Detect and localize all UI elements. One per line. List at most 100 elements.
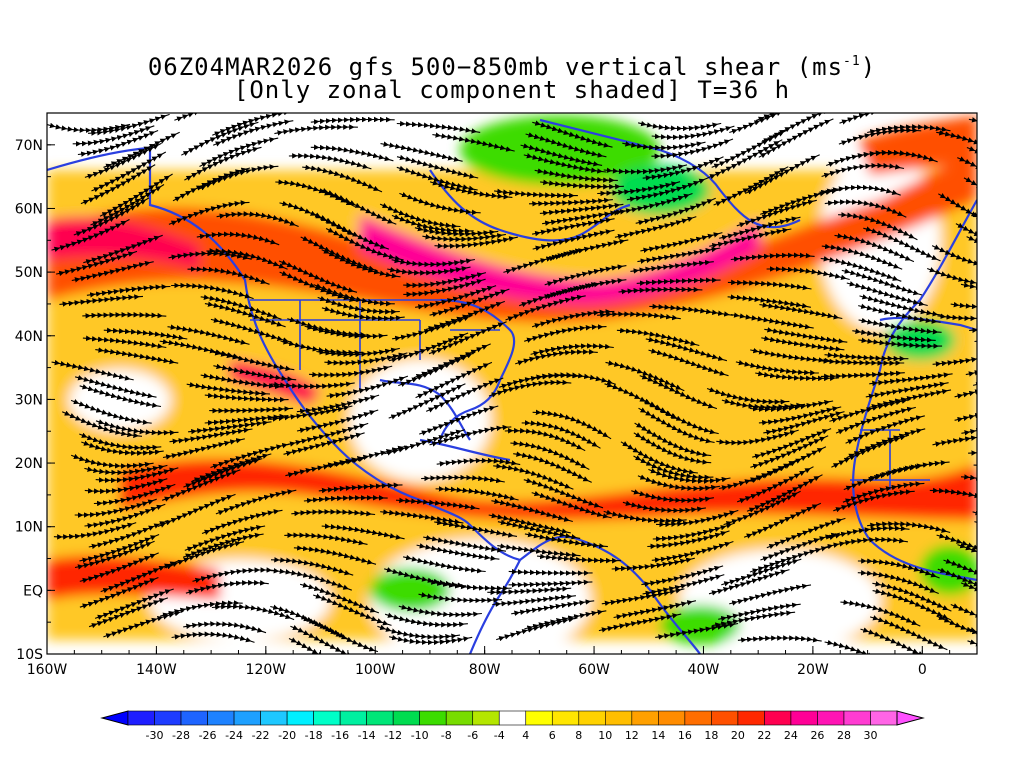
- streamline: [168, 250, 252, 260]
- streamline: [172, 167, 251, 202]
- colorbar-label: -30: [146, 729, 164, 742]
- colorbar-swatch: [313, 710, 341, 726]
- colorbar-over-arrow: [896, 710, 925, 726]
- streamline: [960, 282, 977, 292]
- lon-tick-label: 140W: [136, 662, 177, 678]
- lon-tick-label: 20W: [797, 662, 829, 678]
- colorbar-swatch: [339, 710, 367, 726]
- lat-tick-label: 10S: [16, 647, 43, 663]
- lon-tick-label: 60W: [578, 662, 610, 678]
- colorbar-label: -28: [172, 729, 190, 742]
- colorbar-swatch: [286, 710, 314, 726]
- colorbar-label: 28: [837, 729, 851, 742]
- colorbar-swatch: [817, 710, 845, 726]
- lon-tick-label: 0: [918, 662, 927, 678]
- streamline: [308, 365, 393, 378]
- streamline: [598, 613, 682, 633]
- streamline: [826, 149, 909, 167]
- streamline: [388, 383, 466, 420]
- streamline: [931, 244, 977, 272]
- streamline: [82, 312, 167, 319]
- streamline: [95, 347, 179, 365]
- streamline: [171, 282, 254, 300]
- lat-tick-label: 40N: [15, 329, 43, 345]
- streamline: [162, 438, 245, 460]
- streamline: [937, 312, 977, 322]
- streamline: [421, 474, 505, 484]
- streamline: [821, 162, 905, 179]
- streamline: [488, 379, 572, 398]
- streamline: [655, 622, 739, 640]
- streamline: [831, 434, 910, 469]
- lat-tick-label: 10N: [15, 520, 43, 536]
- lat-tick-label: 20N: [15, 456, 43, 472]
- streamline: [196, 231, 280, 246]
- streamline: [59, 294, 144, 307]
- streamline: [981, 504, 1024, 526]
- colorbar-label: 20: [731, 729, 745, 742]
- colorbar-label: 22: [757, 729, 771, 742]
- streamline: [759, 302, 843, 320]
- streamline: [204, 392, 289, 403]
- streamline: [432, 132, 515, 152]
- streamline: [285, 456, 368, 478]
- colorbar-swatch: [551, 710, 580, 726]
- lat-tick-label: 70N: [15, 138, 43, 154]
- streamline: [631, 489, 714, 504]
- streamline: [824, 199, 907, 218]
- streamline: [984, 284, 1024, 297]
- streamline: [531, 309, 615, 329]
- streamline: [648, 348, 729, 377]
- streamline: [651, 125, 735, 141]
- colorbar-label: -22: [252, 729, 270, 742]
- streamline: [955, 222, 977, 251]
- streamline: [601, 588, 685, 607]
- colorbar-swatch: [843, 710, 871, 726]
- streamline: [981, 200, 1024, 224]
- streamline: [838, 127, 922, 146]
- colorbar-swatch: [207, 710, 235, 726]
- streamline: [435, 486, 519, 501]
- streamline: [637, 474, 720, 492]
- streamline: [636, 277, 721, 286]
- streamline: [536, 553, 621, 564]
- streamline: [614, 216, 697, 240]
- streamline: [984, 595, 1024, 608]
- streamline: [174, 113, 251, 122]
- streamline: [284, 532, 368, 546]
- streamline: [972, 510, 977, 536]
- colorbar-swatch: [472, 710, 500, 726]
- streamline: [192, 567, 276, 584]
- streamline: [388, 634, 473, 646]
- streamline: [987, 166, 1024, 196]
- streamline: [418, 592, 503, 604]
- colorbar-swatch: [711, 710, 739, 726]
- streamline: [867, 521, 951, 534]
- streamline: [943, 558, 977, 589]
- streamline: [974, 519, 977, 547]
- streamline: [396, 120, 481, 134]
- streamline: [950, 603, 977, 630]
- colorbar-label: -18: [305, 729, 323, 742]
- streamline: [932, 430, 977, 447]
- streamline: [171, 631, 255, 643]
- streamline: [858, 337, 943, 349]
- colorbar-label: 10: [598, 729, 612, 742]
- colorbar-label: 14: [651, 729, 665, 742]
- colorbar-swatch: [631, 710, 659, 726]
- lat-tick-label: 60N: [15, 201, 43, 217]
- colorbar-label: 18: [704, 729, 718, 742]
- lat-tick-label: EQ: [23, 583, 43, 599]
- streamline: [524, 531, 608, 549]
- streamline: [957, 156, 977, 193]
- streamline: [494, 188, 578, 199]
- streamline: [729, 583, 812, 606]
- shading-layer: [47, 113, 977, 654]
- colorbar-label: -26: [199, 729, 217, 742]
- colorbar-swatch: [790, 710, 818, 726]
- colorbar: -30 -28 -26 -24 -22 -20 -18 -16 -14 -12 -10 -8 -6 -4 4…: [100, 710, 925, 742]
- streamline: [727, 279, 812, 291]
- streamline: [313, 593, 392, 626]
- colorbar-swatch: [180, 710, 208, 726]
- colorbar-swatch: [260, 710, 288, 726]
